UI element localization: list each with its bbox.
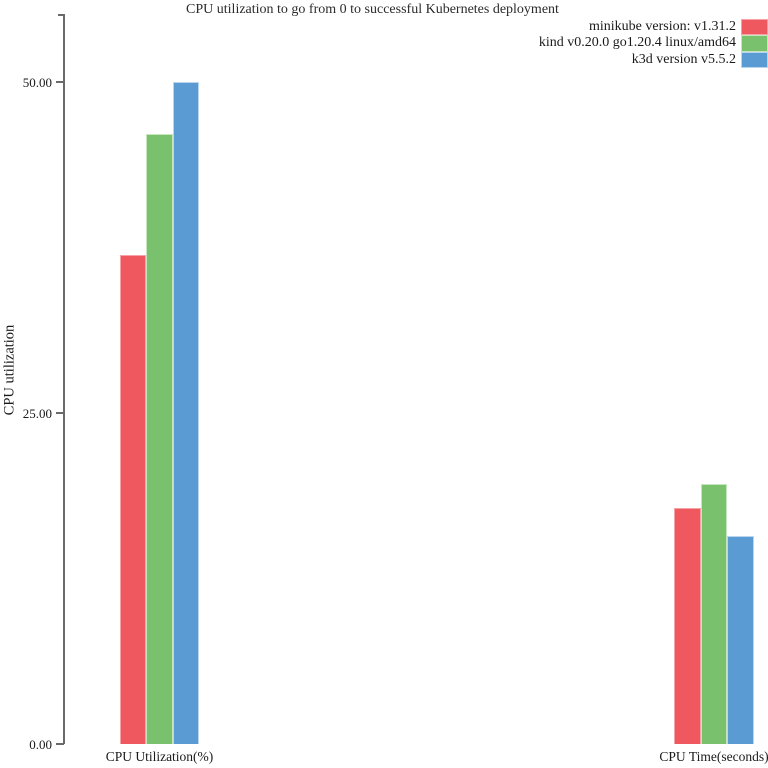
- y-tick-mark: [56, 412, 64, 414]
- y-axis-title: CPU utilization: [1, 324, 18, 416]
- legend: minikube version: v1.31.2 kind v0.20.0 go…: [538, 19, 768, 69]
- y-tick-mark: [56, 743, 64, 745]
- bar: [674, 508, 701, 744]
- y-tick-label: 25.00: [22, 405, 52, 421]
- legend-item: k3d version v5.5.2: [539, 51, 768, 69]
- y-axis-top-tick: [57, 14, 64, 16]
- x-category-label: CPU Time(seconds): [659, 749, 768, 764]
- legend-label: k3d version v5.5.2: [631, 51, 736, 67]
- bar: [172, 82, 200, 744]
- y-tick-mark: [56, 81, 64, 83]
- legend-label: kind v0.20.0 go1.20.4 linux/amd64: [538, 35, 736, 51]
- bar: [119, 255, 147, 744]
- bar: [146, 133, 173, 744]
- x-category-label: CPU Utilization(%): [105, 749, 214, 764]
- y-tick-label: 50.00: [22, 74, 52, 90]
- legend-swatch: [741, 19, 768, 36]
- bar: [700, 484, 728, 744]
- y-tick-label: 0.00: [29, 736, 52, 752]
- legend-item: minikube version: v1.31.2: [539, 19, 768, 36]
- y-axis-line: [63, 14, 65, 744]
- bar: [727, 536, 754, 744]
- legend-item: kind v0.20.0 go1.20.4 linux/amd64: [538, 35, 768, 52]
- legend-swatch: [741, 51, 768, 69]
- legend-label: minikube version: v1.31.2: [589, 19, 736, 34]
- legend-swatch: [741, 35, 768, 52]
- chart-title: CPU utilization to go from 0 to successf…: [186, 2, 559, 17]
